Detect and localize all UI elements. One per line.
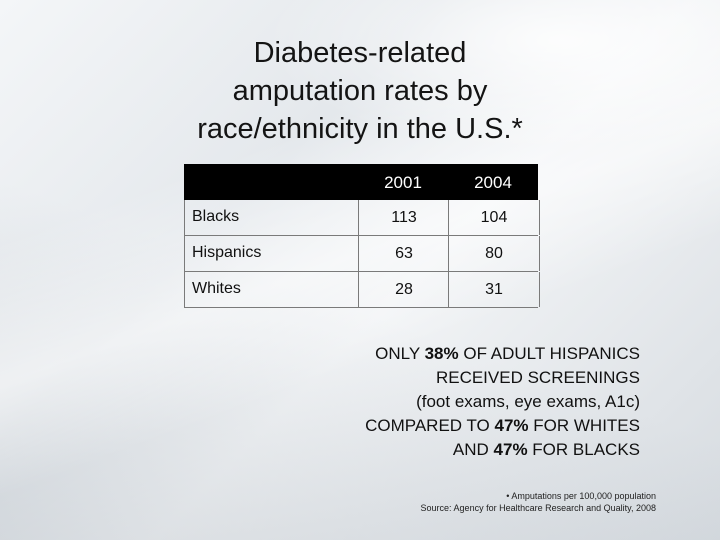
note-text: AND xyxy=(452,440,494,459)
cell-2004: 104 xyxy=(448,200,540,235)
cell-2001: 63 xyxy=(358,236,449,271)
title-line: Diabetes-related xyxy=(253,37,467,69)
cell-2004: 80 xyxy=(448,236,540,271)
row-label: Whites xyxy=(192,280,241,297)
table-row: Whites 28 31 xyxy=(184,272,540,308)
note-line: ONLY 38% OF ADULT HISPANICS xyxy=(300,342,640,366)
row-label: Hispanics xyxy=(192,244,262,261)
slide-title: Diabetes-related amputation rates by rac… xyxy=(110,34,610,148)
footnote-line: • Amputations per 100,000 population xyxy=(506,491,656,501)
footnote: • Amputations per 100,000 population Sou… xyxy=(360,490,656,514)
note-text: FOR BLACKS xyxy=(527,440,640,459)
table-left-border xyxy=(184,200,185,308)
note-line: COMPARED TO 47% FOR WHITES xyxy=(300,414,640,438)
note-text: ONLY xyxy=(375,344,425,363)
amputation-rate-table: 2001 2004 Blacks 113 104 Hispanics 63 80… xyxy=(184,164,540,308)
column-header-2004: 2004 xyxy=(474,173,512,192)
cell-2004: 31 xyxy=(448,272,540,307)
note-line: (foot exams, eye exams, A1c) xyxy=(416,392,640,411)
table-row: Hispanics 63 80 xyxy=(184,236,540,272)
note-line: RECEIVED SCREENINGS xyxy=(435,368,640,387)
source-line: Source: Agency for Healthcare Research a… xyxy=(420,503,656,513)
cell-2001: 28 xyxy=(358,272,449,307)
column-header-2001: 2001 xyxy=(384,173,422,192)
note-text: OF ADULT HISPANICS xyxy=(458,344,640,363)
note-text: COMPARED TO xyxy=(365,416,495,435)
screening-note: ONLY 38% OF ADULT HISPANICS RECEIVED SCR… xyxy=(300,342,640,462)
cell-2001: 113 xyxy=(358,200,449,235)
note-percent: 47% xyxy=(494,416,529,435)
note-percent: 47% xyxy=(493,440,528,459)
note-line: AND 47% FOR BLACKS xyxy=(300,438,640,462)
table-row: Blacks 113 104 xyxy=(184,200,540,236)
note-text: FOR WHITES xyxy=(528,416,640,435)
table-header: 2001 2004 xyxy=(184,164,538,200)
title-line: race/ethnicity in the U.S.* xyxy=(197,113,523,145)
row-label: Blacks xyxy=(192,208,240,225)
title-line: amputation rates by xyxy=(232,75,488,107)
note-percent: 38% xyxy=(424,344,459,363)
